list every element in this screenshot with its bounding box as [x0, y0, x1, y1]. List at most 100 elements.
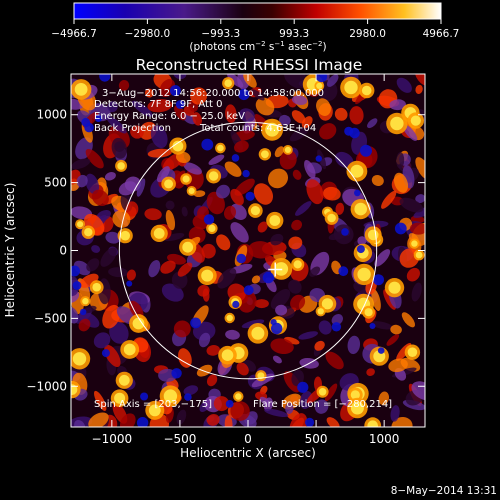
- heatmap-coldspot: [80, 308, 87, 316]
- heatmap-blob: [165, 200, 175, 210]
- heatmap-blob: [270, 233, 284, 246]
- heatmap-blob: [292, 169, 302, 180]
- heatmap-blob: [366, 368, 375, 376]
- heatmap-blob: [71, 98, 84, 110]
- heatmap-blob: [223, 205, 237, 220]
- heatmap-hotspot-core: [350, 164, 364, 178]
- heatmap-blob: [318, 320, 332, 335]
- annotation-method: Back Projection: [94, 123, 171, 134]
- heatmap-coldspot: [101, 349, 110, 358]
- heatmap-coldspot: [369, 323, 376, 329]
- heatmap-blob: [93, 332, 111, 349]
- annotation-flare-position: Flare Position = [−280,214]: [253, 399, 392, 410]
- heatmap-blob: [150, 125, 168, 149]
- heatmap-blob: [125, 201, 139, 217]
- heatmap-blob: [323, 186, 341, 201]
- heatmap-hotspot-core: [261, 150, 269, 159]
- heatmap-coldspot: [305, 417, 315, 427]
- heatmap-blob: [267, 168, 289, 189]
- heatmap-blob: [396, 77, 412, 93]
- heatmap-blob: [156, 166, 170, 183]
- y-tick-label: −500: [34, 311, 67, 325]
- heatmap-blob: [230, 188, 244, 206]
- heatmap-blob: [406, 267, 420, 282]
- heatmap-image: [71, 74, 425, 427]
- y-axis-label: Heliocentric Y (arcsec): [3, 183, 17, 318]
- heatmap-blob: [285, 402, 294, 414]
- heatmap-blob: [94, 390, 107, 411]
- heatmap-hotspot-core: [344, 80, 358, 95]
- heatmap-blob: [325, 351, 344, 370]
- heatmap-hotspot-core: [318, 388, 327, 396]
- annotation-detectors: Detectors: 7F 8F 9F, Att 0: [94, 99, 222, 110]
- heatmap-blob: [88, 412, 109, 427]
- heatmap-coldspot: [231, 154, 240, 162]
- heatmap-coldspot: [262, 271, 275, 284]
- heatmap-blob: [78, 311, 100, 328]
- heatmap-blob: [193, 190, 206, 198]
- heatmap-hotspot-core: [316, 82, 323, 89]
- heatmap-blob: [251, 275, 261, 284]
- heatmap-coldspot: [81, 117, 91, 127]
- x-tick-label: 500: [305, 432, 328, 446]
- heatmap-blob: [147, 99, 173, 113]
- heatmap-hotspot-core: [265, 122, 279, 137]
- heatmap-blob: [160, 260, 176, 274]
- heatmap-blob: [224, 161, 242, 177]
- heatmap-blob: [401, 312, 415, 328]
- heatmap-hotspot-core: [72, 352, 87, 366]
- heatmap-coldspot: [373, 274, 384, 286]
- heatmap-blob: [299, 391, 313, 409]
- heatmap-blob: [270, 288, 291, 310]
- heatmap-hotspot-core: [217, 144, 224, 152]
- heatmap-blob: [326, 417, 340, 427]
- heatmap-coldspot: [175, 100, 185, 109]
- heatmap-hotspot-core: [172, 140, 184, 152]
- heatmap-blob: [371, 288, 381, 312]
- heatmap-blob: [301, 116, 313, 129]
- y-tick-label: 1000: [36, 108, 67, 122]
- heatmap-hotspot-core: [411, 240, 418, 247]
- heatmap-hotspot-core: [350, 390, 360, 400]
- heatmap-blob: [85, 173, 100, 195]
- heatmap-coldspot: [140, 392, 149, 401]
- heatmap-blob: [291, 95, 308, 105]
- heatmap-blob: [85, 148, 104, 169]
- heatmap-coldspot: [99, 74, 111, 82]
- heatmap-hotspot-core: [208, 171, 219, 181]
- heatmap-blob: [112, 210, 131, 228]
- heatmap-blob: [78, 318, 91, 332]
- heatmap-blob: [314, 399, 329, 414]
- heatmap-blob: [326, 74, 339, 87]
- heatmap-blob: [270, 338, 294, 355]
- heatmap-blob: [298, 331, 318, 340]
- annotation-time-range: 3−Aug−2012 14:56:20.000 to 14:58:00.000: [102, 88, 324, 99]
- heatmap-blob: [386, 334, 400, 346]
- heatmap-blob: [111, 137, 127, 159]
- heatmap-blob: [118, 181, 137, 196]
- heatmap-blob: [279, 150, 297, 170]
- heatmap-coldspot: [171, 368, 182, 379]
- heatmap-blob: [178, 348, 192, 368]
- x-tick-label: −1000: [92, 432, 133, 446]
- heatmap-coldspot: [236, 253, 246, 264]
- heatmap-hotspot-core: [182, 241, 194, 253]
- heatmap-blob: [390, 324, 402, 335]
- heatmap-hotspot-core: [201, 269, 214, 282]
- footer-date: 8−May−2014 13:31: [391, 485, 497, 497]
- heatmap-blob: [144, 208, 162, 221]
- heatmap-blob: [289, 413, 308, 427]
- heatmap-blob: [164, 233, 185, 242]
- heatmap-hotspot-core: [390, 116, 404, 131]
- heatmap-blob: [319, 123, 337, 140]
- heatmap-blob: [225, 104, 237, 123]
- heatmap-hotspot-core: [354, 202, 368, 216]
- heatmap-blob: [225, 329, 240, 340]
- heatmap-coldspot: [72, 281, 82, 290]
- heatmap-blob: [334, 107, 348, 121]
- colorbar-tick-label: 2980.0: [349, 28, 386, 40]
- heatmap-blob: [304, 159, 316, 179]
- heatmap-blob: [284, 336, 300, 345]
- heatmap-blob: [105, 231, 121, 244]
- heatmap-coldspot: [394, 222, 407, 235]
